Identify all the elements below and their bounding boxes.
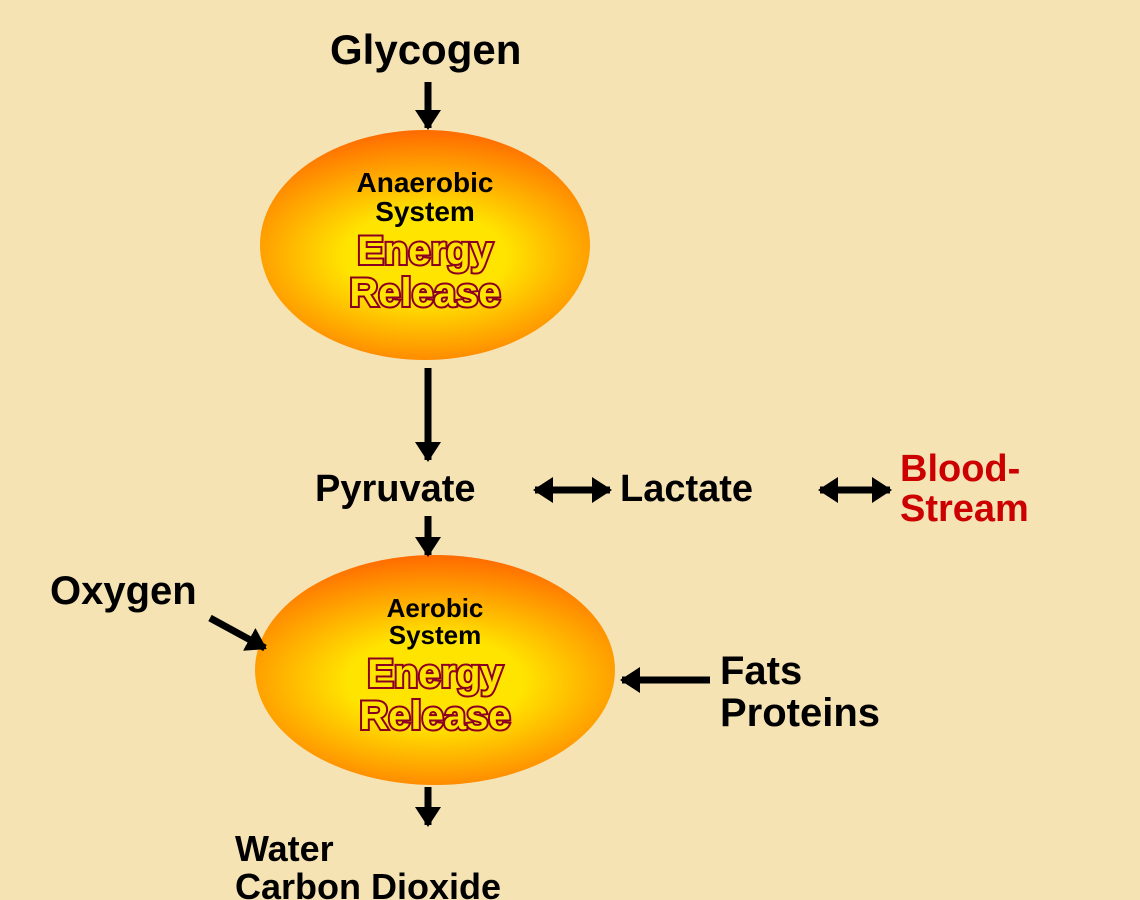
node-aerobic-title: Aerobic System <box>387 595 484 650</box>
node-anaerobic-title: Anaerobic System <box>357 168 494 227</box>
node-aerobic: Aerobic SystemEnergy Release <box>255 555 615 785</box>
label-lactate: Lactate <box>620 470 753 510</box>
node-anaerobic-energy: Energy Release <box>349 230 500 314</box>
node-aerobic-energy: Energy Release <box>359 653 510 737</box>
diagram-canvas: Glycogen Pyruvate Lactate Blood- Stream Oxyg… <box>0 0 1140 900</box>
node-anaerobic: Anaerobic SystemEnergy Release <box>260 130 590 360</box>
label-glycogen: Glycogen <box>330 28 521 72</box>
label-pyruvate: Pyruvate <box>315 470 476 510</box>
label-oxygen: Oxygen <box>50 570 197 612</box>
label-water_co2: Water Carbon Dioxide <box>235 830 501 900</box>
label-fats_proteins: Fats Proteins <box>720 650 880 734</box>
label-bloodstream: Blood- Stream <box>900 450 1029 530</box>
